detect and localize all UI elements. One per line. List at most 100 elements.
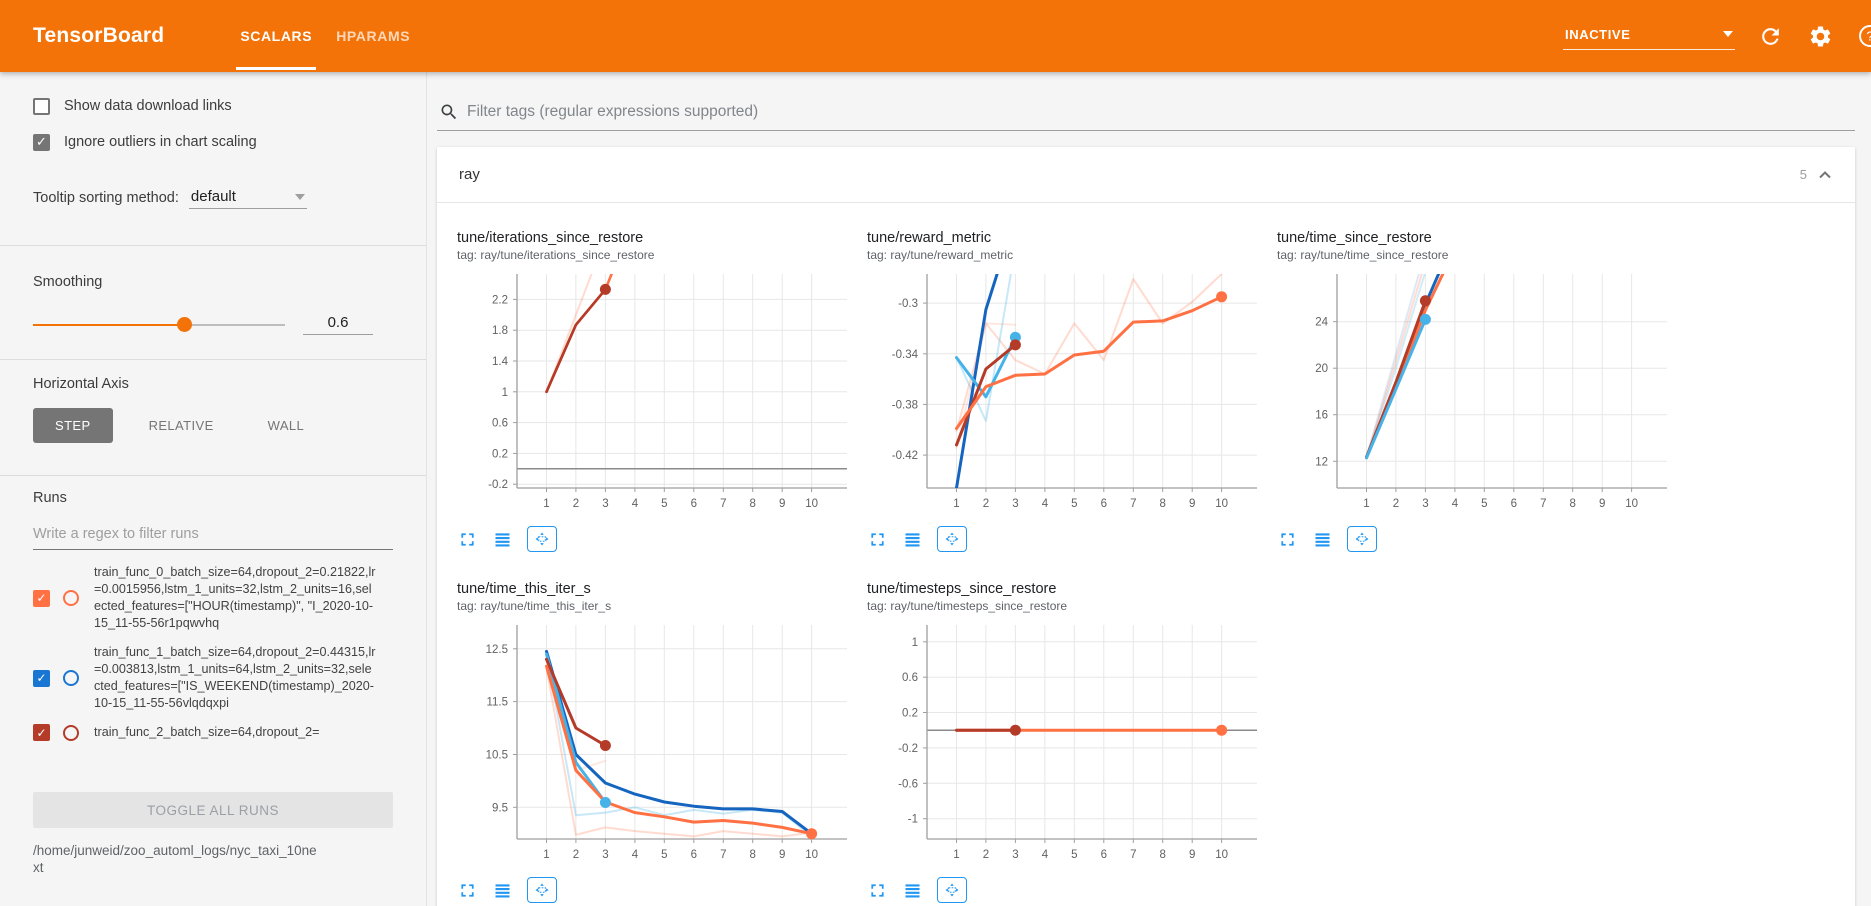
run-list: ✓ train_func_0_batch_size=64,dropout_2=0.… xyxy=(33,564,393,786)
help-button[interactable]: ? xyxy=(1855,21,1871,51)
ray-section-card: ray 5 tune/iterations_since_restore tag: … xyxy=(437,147,1855,906)
chart-title: tune/timesteps_since_restore xyxy=(867,581,1057,597)
fit-domain-button[interactable] xyxy=(527,877,557,903)
y-axis-scale-button[interactable] xyxy=(902,880,923,901)
tooltip-sorting-value: default xyxy=(190,188,236,205)
chart-title: tune/time_since_restore xyxy=(1277,230,1432,246)
svg-text:8: 8 xyxy=(1569,498,1575,510)
refresh-button[interactable] xyxy=(1755,21,1785,51)
top-tabs: SCALARS HPARAMS xyxy=(228,0,422,72)
series-end-dot-run2-smoothed[interactable] xyxy=(1419,295,1431,307)
divider xyxy=(0,359,426,360)
svg-text:10: 10 xyxy=(1215,849,1228,861)
chart-actions xyxy=(453,875,857,905)
run-solo-radio[interactable] xyxy=(63,670,79,686)
axis-option-wall[interactable]: WALL xyxy=(267,418,305,433)
run-checkbox[interactable]: ✓ xyxy=(33,669,50,687)
expand-chart-button[interactable] xyxy=(457,880,478,901)
tab-hparams[interactable]: HPARAMS xyxy=(324,0,422,72)
y-axis-scale-button[interactable] xyxy=(1312,529,1333,550)
charts-grid: tune/iterations_since_restore tag: ray/tu… xyxy=(437,203,1855,906)
ray-section-header[interactable]: ray 5 xyxy=(437,147,1855,203)
tooltip-sorting-dropdown[interactable]: default xyxy=(188,188,307,209)
axis-option-step[interactable]: STEP xyxy=(33,408,113,443)
chart-card: tune/time_since_restore tag: ray/tune/tim… xyxy=(1273,229,1677,554)
runs-label: Runs xyxy=(33,490,67,506)
fit-domain-icon xyxy=(535,883,549,897)
scalar-chart[interactable]: 1 2 3 4 5 6 7 8 9 10 -1 -0.6 -0.2 0.2 0.6 1 xyxy=(863,619,1267,869)
run-checkbox[interactable]: ✓ xyxy=(33,724,50,741)
expand-chart-icon xyxy=(1281,532,1294,546)
fit-domain-button[interactable] xyxy=(1347,526,1377,552)
svg-text:8: 8 xyxy=(1159,849,1165,861)
svg-text:4: 4 xyxy=(1452,498,1459,510)
series-end-dot-run0-smoothed[interactable] xyxy=(806,828,818,840)
y-axis-scale-button[interactable] xyxy=(492,880,513,901)
axis-option-relative[interactable]: RELATIVE xyxy=(148,418,214,433)
svg-text:10: 10 xyxy=(1625,498,1638,510)
svg-text:2.2: 2.2 xyxy=(492,294,508,306)
collapse-section-button[interactable] xyxy=(1815,165,1835,185)
app-title: TensorBoard xyxy=(33,24,165,47)
series-line-run2-smoothed xyxy=(545,657,607,747)
svg-text:8: 8 xyxy=(1159,498,1165,510)
chart-card: tune/reward_metric tag: ray/tune/reward_m… xyxy=(863,229,1267,554)
y-axis-scale-button[interactable] xyxy=(492,529,513,550)
series-line-run0-smoothed xyxy=(955,295,1224,430)
expand-chart-button[interactable] xyxy=(867,529,888,550)
series-end-dot-run0-smoothed[interactable] xyxy=(1216,291,1228,303)
svg-text:1: 1 xyxy=(543,498,549,510)
svg-text:5: 5 xyxy=(661,849,667,861)
ignore-outliers-checkbox[interactable]: ✓ xyxy=(33,133,50,151)
chart-title: tune/reward_metric xyxy=(867,230,992,246)
expand-chart-button[interactable] xyxy=(867,880,888,901)
expand-chart-icon xyxy=(461,532,474,546)
smoothing-slider[interactable] xyxy=(33,316,285,332)
series-end-dot-run1-smoothed[interactable] xyxy=(599,283,611,295)
scalar-chart[interactable]: 1 2 3 4 5 6 7 8 9 10 -0.2 0.2 0.6 1 1.4 1.8 2.2 xyxy=(453,268,857,518)
runs-filter-input[interactable] xyxy=(33,522,393,550)
svg-text:3: 3 xyxy=(602,498,608,510)
series-end-dot-run2-smoothed[interactable] xyxy=(599,740,611,751)
svg-text:1: 1 xyxy=(912,637,918,649)
svg-text:-0.42: -0.42 xyxy=(892,450,918,462)
scalar-chart[interactable]: 1 2 3 4 5 6 7 8 9 10 -0.42 -0.38 -0.34 -0.3 xyxy=(863,268,1267,518)
svg-text:10: 10 xyxy=(805,498,818,510)
series-end-dot-run1-smoothed[interactable] xyxy=(599,797,611,808)
fit-domain-button[interactable] xyxy=(937,526,967,552)
run-solo-radio[interactable] xyxy=(63,590,79,606)
svg-text:6: 6 xyxy=(691,849,697,861)
svg-text:7: 7 xyxy=(720,849,726,861)
series-end-dot-run2-smoothed[interactable] xyxy=(1009,339,1021,351)
smoothing-value[interactable]: 0.6 xyxy=(303,314,373,335)
run-name: train_func_1_batch_size=64,dropout_2=0.4… xyxy=(94,645,376,710)
expand-chart-button[interactable] xyxy=(457,529,478,550)
series-end-dot-run1-smoothed[interactable] xyxy=(1419,313,1431,325)
series-end-dot-run2-smoothed[interactable] xyxy=(1009,724,1021,736)
run-list-item: ✓ train_func_0_batch_size=64,dropout_2=0.… xyxy=(33,564,393,632)
series-end-dot-run0-smoothed[interactable] xyxy=(1216,724,1228,736)
settings-button[interactable] xyxy=(1805,21,1835,51)
run-checkbox[interactable]: ✓ xyxy=(33,589,50,607)
show-download-links-row: Show data download links xyxy=(33,94,393,118)
slider-thumb[interactable] xyxy=(177,316,193,332)
svg-text:6: 6 xyxy=(1511,498,1517,510)
svg-text:6: 6 xyxy=(1101,849,1107,861)
y-axis-scale-button[interactable] xyxy=(902,529,923,550)
tab-scalars[interactable]: SCALARS xyxy=(228,0,324,72)
fit-domain-button[interactable] xyxy=(937,877,967,903)
run-name: train_func_2_batch_size=64,dropout_2= xyxy=(94,725,320,739)
chart-actions xyxy=(453,524,857,554)
svg-text:3: 3 xyxy=(1422,498,1428,510)
show-download-links-checkbox[interactable] xyxy=(33,97,50,115)
svg-text:4: 4 xyxy=(1042,849,1049,861)
tag-filter-input[interactable] xyxy=(467,103,1853,121)
fit-domain-button[interactable] xyxy=(527,526,557,552)
status-dropdown[interactable]: INACTIVE xyxy=(1563,23,1735,50)
expand-chart-button[interactable] xyxy=(1277,529,1298,550)
run-solo-radio[interactable] xyxy=(63,724,79,741)
series-end-dot-run1-smoothed[interactable] xyxy=(1009,331,1021,343)
scalar-chart[interactable]: 1 2 3 4 5 6 7 8 9 10 9.5 10.5 11.5 12.5 xyxy=(453,619,857,869)
toggle-all-runs-button[interactable]: TOGGLE ALL RUNS xyxy=(33,792,393,828)
